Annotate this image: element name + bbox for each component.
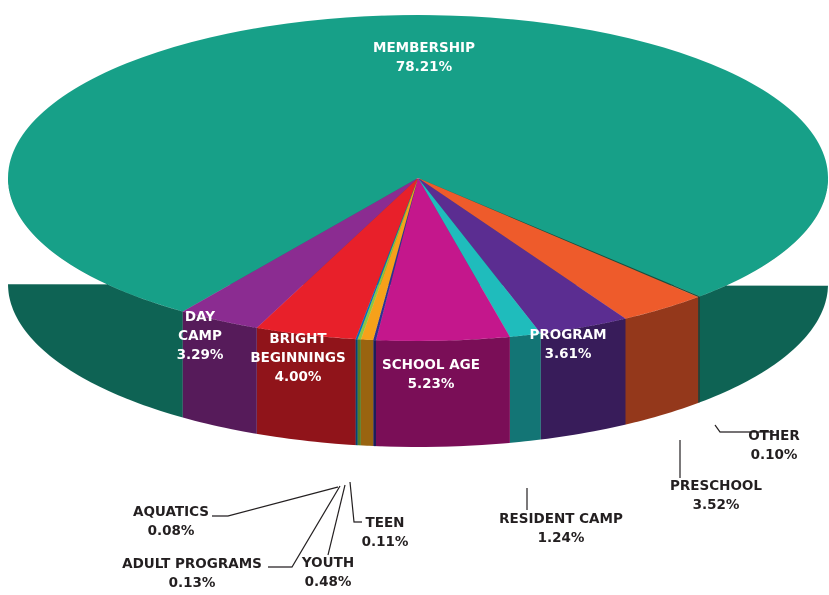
wall-bright-beginnings	[256, 327, 356, 446]
slice-resident-camp	[418, 178, 541, 337]
label-resident-camp: RESIDENT CAMP	[499, 511, 623, 527]
slice-teen	[373, 178, 418, 341]
value-youth: 0.48%	[305, 574, 352, 590]
leader-aquatics	[212, 486, 339, 517]
value-resident-camp: 1.24%	[538, 530, 585, 546]
label-bright-beginnings-line2: BEGINNINGS	[250, 350, 345, 366]
wall-other	[698, 296, 700, 403]
leader-other	[714, 424, 774, 433]
label-membership: MEMBERSHIP	[373, 40, 475, 56]
value-preschool: 3.52%	[693, 497, 740, 513]
leader-youth	[327, 484, 346, 556]
value-school-age: 5.23%	[408, 376, 455, 392]
value-day-camp: 3.29%	[177, 347, 224, 363]
value-membership: 78.21%	[396, 59, 453, 75]
label-other: OTHER	[748, 428, 800, 444]
slice-other	[418, 178, 700, 298]
label-youth: YOUTH	[301, 555, 354, 571]
value-other: 0.10%	[751, 447, 798, 463]
wall-program	[540, 318, 626, 440]
value-program: 3.61%	[545, 346, 592, 362]
slice-membership	[8, 15, 829, 312]
wall-teen	[373, 340, 376, 447]
slice-school-age	[376, 178, 510, 341]
slice-bright-beginnings	[256, 178, 418, 340]
label-day-camp-line1: DAY	[185, 309, 215, 325]
label-school-age: SCHOOL AGE	[382, 357, 480, 373]
slice-preschool	[418, 178, 699, 319]
wall-youth	[360, 339, 374, 446]
label-program: PROGRAM	[529, 327, 606, 343]
slice-adult-programs	[357, 178, 418, 340]
label-bright-beginnings-line1: BRIGHT	[269, 331, 327, 347]
value-bright-beginnings: 4.00%	[275, 369, 322, 385]
slice-labels: MEMBERSHIP 78.21% OTHER 0.10% PRESCHOOL 3.52%…	[122, 40, 800, 591]
leader-teen	[349, 481, 362, 523]
wall-day-camp	[182, 311, 257, 434]
pie-tops	[8, 15, 829, 341]
label-day-camp-line2: CAMP	[178, 328, 222, 344]
wall-school-age	[376, 336, 510, 447]
leader-lines	[212, 424, 774, 568]
value-adult-programs: 0.13%	[169, 575, 216, 591]
wall-preschool	[625, 297, 699, 425]
leader-adult-programs	[268, 485, 341, 568]
label-teen: TEEN	[366, 515, 405, 531]
slice-program	[418, 178, 626, 334]
label-preschool: PRESCHOOL	[670, 478, 762, 494]
wall-resident-camp	[509, 333, 541, 443]
label-aquatics: AQUATICS	[133, 504, 209, 520]
wall-adult-programs	[357, 339, 361, 446]
value-aquatics: 0.08%	[148, 523, 195, 539]
slice-aquatics	[355, 178, 418, 340]
label-adult-programs: ADULT PROGRAMS	[122, 556, 262, 572]
slice-youth	[360, 178, 418, 341]
slice-day-camp	[182, 178, 418, 328]
wall-aquatics	[355, 339, 358, 446]
value-teen: 0.11%	[362, 534, 409, 550]
